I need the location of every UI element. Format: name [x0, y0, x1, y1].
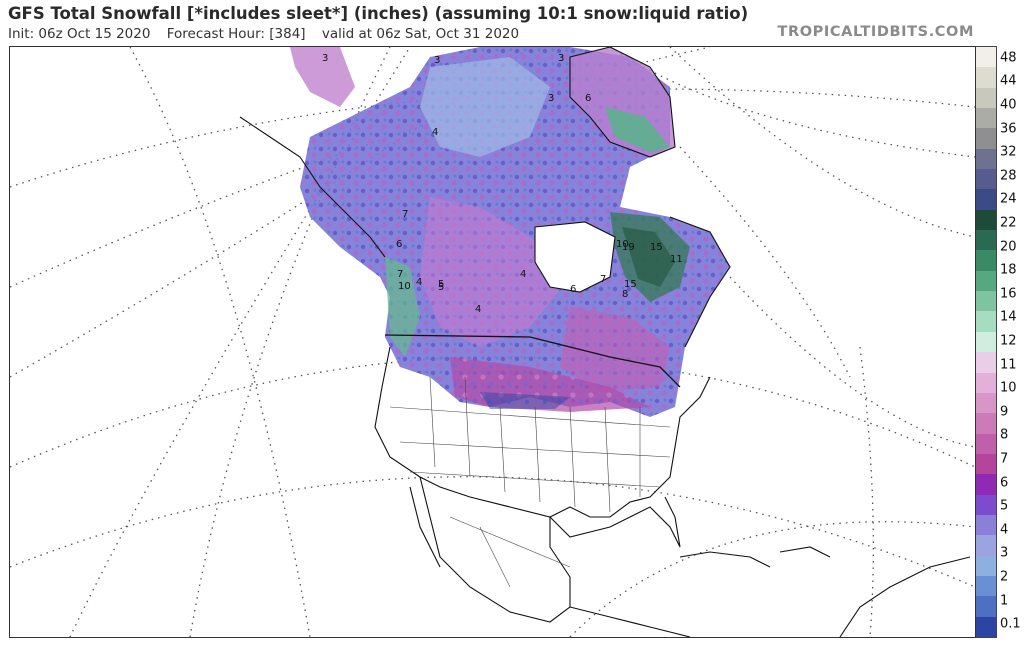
snowfall-map: 3 3 3 4 3 6 7 6 5 4 7 10 5 4 6 7 10 15 1…	[9, 46, 976, 638]
map-label: 6	[570, 284, 576, 295]
map-label: 8	[622, 289, 628, 300]
legend-swatch	[976, 616, 996, 638]
legend-label: 22	[1000, 215, 1017, 231]
legend-swatch	[976, 494, 996, 516]
map-label: 5	[438, 279, 444, 290]
legend-label: 9	[1000, 404, 1009, 420]
legend-label: 3	[1000, 545, 1009, 561]
map-label: 4	[475, 304, 481, 315]
forecast-hour: Forecast Hour: [384]	[166, 26, 306, 42]
legend-label: 18	[1000, 262, 1017, 278]
legend-label: 20	[1000, 239, 1017, 255]
map-label: 6	[585, 93, 591, 104]
map-label: 7	[402, 209, 408, 220]
legend-label: 44	[1000, 73, 1017, 89]
legend-swatch	[976, 433, 996, 455]
init-time: Init: 06z Oct 15 2020	[8, 26, 151, 42]
legend-swatch	[976, 47, 996, 68]
map-label: 4	[432, 127, 438, 138]
legend-swatch	[976, 372, 996, 394]
header: GFS Total Snowfall [*includes sleet*] (i…	[8, 2, 1018, 44]
legend-label: 48	[1000, 50, 1017, 66]
map-label: 10	[616, 239, 629, 250]
legend-label: 12	[1000, 333, 1017, 349]
legend-swatch	[976, 392, 996, 414]
forecast-info: Init: 06z Oct 15 2020 Forecast Hour: [38…	[8, 26, 531, 42]
legend-swatch	[976, 474, 996, 496]
legend-swatch	[976, 291, 996, 312]
legend-swatch	[976, 87, 996, 109]
map-label: 15	[650, 242, 663, 253]
color-legend	[976, 46, 997, 638]
legend-label: 40	[1000, 97, 1017, 113]
legend-label: 16	[1000, 286, 1017, 302]
legend-swatch	[976, 169, 996, 190]
snowfall-shading	[290, 47, 730, 417]
map-label: 15	[624, 279, 637, 290]
legend-labels: 48 44 40 36 32 28 24 22 20 18 16 14 12 11 10 9 8 7 6 5 4 3 2 1 0…	[1000, 46, 1024, 636]
map-title: GFS Total Snowfall [*includes sleet*] (i…	[8, 4, 749, 23]
legend-label: 5	[1000, 498, 1009, 514]
legend-swatch	[976, 209, 996, 231]
map-label: 3	[434, 55, 440, 66]
legend-label: 4	[1000, 522, 1009, 538]
legend-swatch	[976, 331, 996, 353]
boundaries	[239, 47, 971, 637]
legend-swatch	[976, 250, 996, 272]
legend-label: 10	[1000, 380, 1017, 396]
state-lines	[389, 376, 671, 588]
legend-swatch	[976, 189, 996, 211]
legend-label: 36	[1000, 121, 1017, 137]
legend-label: 28	[1000, 168, 1017, 184]
map-value-labels: 3 3 3 4 3 6 7 6 5 4 7 10 5 4 6 7 10 15 1…	[322, 53, 683, 315]
map-label: 4	[520, 269, 526, 280]
legend-swatch	[976, 575, 996, 597]
legend-swatch	[976, 67, 996, 89]
map-label: 5	[438, 282, 444, 293]
legend-swatch	[976, 555, 996, 577]
legend-swatch	[976, 453, 996, 475]
legend-label: 32	[1000, 144, 1017, 160]
legend-label: 6	[1000, 475, 1009, 491]
legend-label: 24	[1000, 191, 1017, 207]
map-label: 7	[600, 274, 606, 285]
map-label: 3	[558, 53, 564, 64]
map-label: 3	[322, 53, 328, 64]
valid-time: valid at 06z Sat, Oct 31 2020	[321, 26, 520, 42]
legend-label: 14	[1000, 309, 1017, 325]
legend-swatch	[976, 514, 996, 536]
legend-swatch	[976, 352, 996, 374]
map-label: 19	[622, 242, 635, 253]
legend-label: 11	[1000, 357, 1017, 373]
legend-swatch	[976, 596, 996, 618]
legend-label: 8	[1000, 427, 1009, 443]
legend-label: 0.1	[1000, 616, 1021, 632]
legend-swatch	[976, 108, 996, 129]
map-label: 10	[398, 281, 411, 292]
legend-swatch	[976, 148, 996, 170]
legend-swatch	[976, 230, 996, 251]
map-label: 7	[397, 269, 403, 280]
map-label: 3	[548, 93, 554, 104]
legend-label: 7	[1000, 451, 1009, 467]
brand-watermark: TROPICALTIDBITS.COM	[777, 24, 974, 40]
legend-label: 1	[1000, 593, 1009, 609]
map-label: 4	[416, 277, 422, 288]
legend-swatch	[976, 413, 996, 435]
map-label: 6	[396, 239, 402, 250]
legend-swatch	[976, 128, 996, 150]
legend-swatch	[976, 270, 996, 292]
legend-swatch	[976, 535, 996, 557]
map-label: 11	[670, 254, 683, 265]
map-canvas: 3 3 3 4 3 6 7 6 5 4 7 10 5 4 6 7 10 15 1…	[10, 47, 975, 637]
legend-label: 2	[1000, 569, 1009, 585]
legend-swatch	[976, 311, 996, 333]
